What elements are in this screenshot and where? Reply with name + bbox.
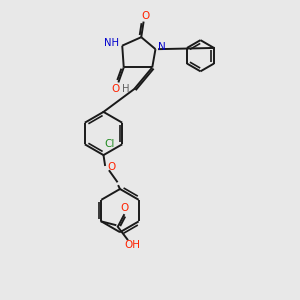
Text: N: N bbox=[158, 42, 166, 52]
Text: NH: NH bbox=[104, 38, 119, 48]
Text: O: O bbox=[141, 11, 149, 21]
Text: O: O bbox=[111, 84, 119, 94]
Text: O: O bbox=[107, 162, 116, 172]
Text: O: O bbox=[120, 202, 128, 213]
Text: OH: OH bbox=[125, 240, 141, 250]
Text: H: H bbox=[122, 84, 130, 94]
Text: Cl: Cl bbox=[104, 139, 115, 149]
